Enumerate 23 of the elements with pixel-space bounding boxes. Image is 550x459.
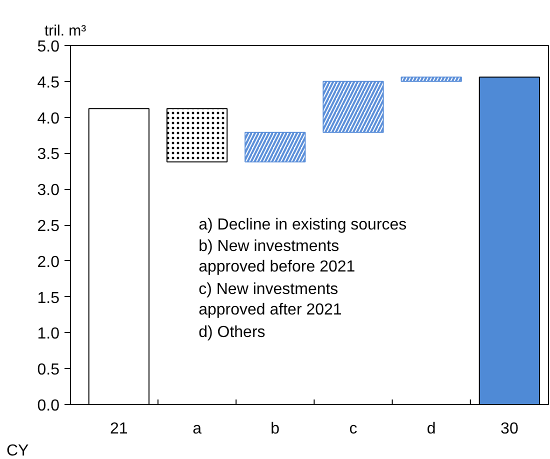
y-tick-label: 2.5 [37,218,60,235]
x-tick-label: b [270,420,280,438]
y-tick-label: 1.0 [37,326,60,343]
bar [478,76,540,404]
y-tick-label: 0.5 [37,362,60,379]
annotation: d) Others [198,324,266,342]
y-tick-label: 2.0 [37,254,60,271]
x-axis-title: CY [6,442,30,459]
y-tick-label: 5.0 [37,38,60,56]
y-tick-label: 3.5 [37,146,60,164]
x-tick-label: d [426,420,436,438]
x-tick-label: a [192,420,202,438]
y-tick-label: 0.0 [37,398,60,414]
y-tick-label: 3.0 [37,182,60,200]
x-tick-label: 21 [110,420,128,438]
y-tick-label: 4.0 [37,110,60,128]
y-tick-label: 4.5 [37,74,60,92]
y-tick-label: 1.5 [37,290,60,307]
x-tick-label: c [349,420,358,438]
x-tick-label: 30 [500,420,518,438]
annotation: a) Decline in existing sources [198,216,407,234]
y-axis-title: tril. m³ [44,22,86,40]
bar [88,108,150,404]
